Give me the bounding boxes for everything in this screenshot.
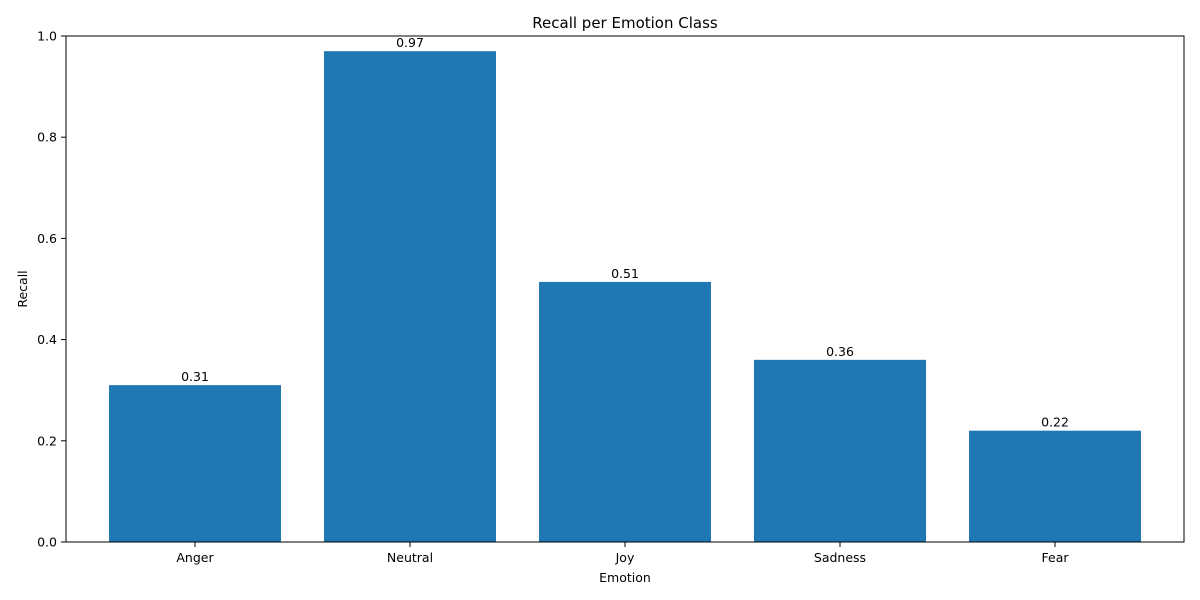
x-tick-label-fear: Fear xyxy=(1042,550,1070,565)
x-tick-label-neutral: Neutral xyxy=(387,550,433,565)
x-tick-label-anger: Anger xyxy=(176,550,214,565)
y-tick-label: 0.0 xyxy=(37,535,57,550)
data-label-fear: 0.22 xyxy=(1041,415,1069,430)
bar-anger xyxy=(109,385,281,542)
y-tick-label: 0.4 xyxy=(37,332,57,347)
bar-joy xyxy=(539,281,711,542)
x-axis-ticks: Anger Neutral Joy Sadness Fear xyxy=(176,542,1069,565)
y-tick-label: 0.8 xyxy=(37,130,57,145)
data-label-sadness: 0.36 xyxy=(826,344,854,359)
bar-sadness xyxy=(754,359,926,542)
chart-title: Recall per Emotion Class xyxy=(532,14,718,32)
y-tick-label: 0.6 xyxy=(37,231,57,246)
plot-frame xyxy=(65,35,1185,543)
bar-neutral xyxy=(324,51,496,543)
data-label-neutral: 0.97 xyxy=(396,35,424,50)
x-tick-label-joy: Joy xyxy=(615,550,635,565)
y-tick-label: 0.2 xyxy=(37,433,57,448)
x-axis-title: Emotion xyxy=(599,570,651,585)
y-axis-ticks: 0.0 0.2 0.4 0.6 0.8 1.0 xyxy=(37,29,66,550)
y-tick-label: 1.0 xyxy=(37,29,57,44)
data-label-anger: 0.31 xyxy=(181,369,209,384)
x-tick-label-sadness: Sadness xyxy=(814,550,866,565)
data-labels-group: 0.31 0.97 0.51 0.36 0.22 xyxy=(181,35,1069,430)
data-label-joy: 0.51 xyxy=(611,266,639,281)
bars-group xyxy=(109,51,1141,543)
bar-fear xyxy=(969,430,1141,542)
y-axis-title: Recall xyxy=(15,270,30,307)
